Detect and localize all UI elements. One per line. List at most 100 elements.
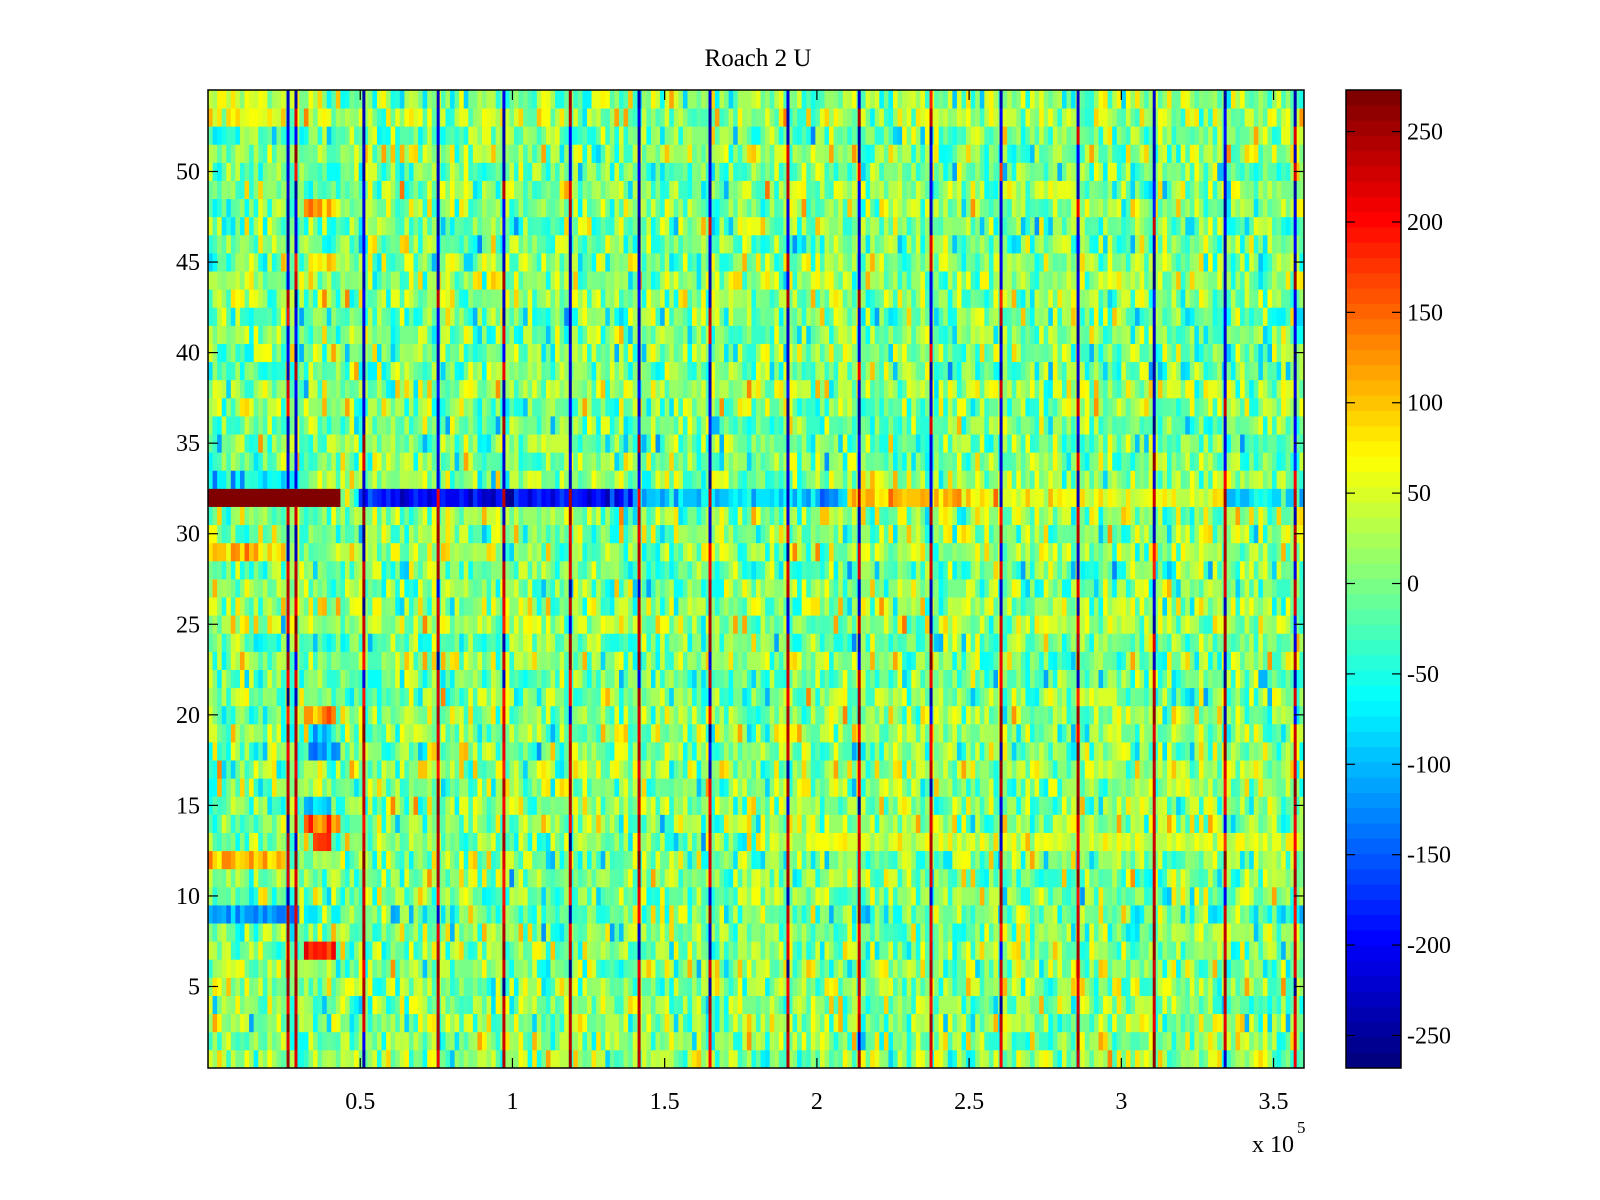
heatmap-cell — [290, 995, 296, 1015]
heatmap-cell — [687, 1049, 693, 1069]
heatmap-cell — [865, 868, 871, 888]
heatmap-cell — [628, 923, 634, 942]
heatmap-cell — [258, 886, 264, 906]
heatmap-cell — [527, 687, 533, 707]
heatmap-cell — [536, 886, 542, 906]
heatmap-cell — [1240, 923, 1246, 942]
heatmap-cell — [874, 868, 880, 888]
heatmap-cell — [1125, 796, 1131, 815]
heatmap-cell — [509, 941, 515, 960]
heatmap-cell — [1066, 995, 1072, 1015]
heatmap-cell — [961, 1049, 967, 1069]
heatmap-cell — [746, 814, 752, 833]
heatmap-cell — [491, 832, 497, 852]
heatmap-cell — [1007, 905, 1013, 924]
heatmap-cell — [970, 923, 976, 942]
heatmap-cell — [504, 687, 510, 707]
heatmap-cell — [947, 1031, 953, 1051]
heatmap-cell — [1162, 923, 1168, 942]
heatmap-cell — [404, 723, 410, 743]
heatmap-cell — [1011, 760, 1017, 779]
heatmap-cell — [1057, 1031, 1063, 1051]
heatmap-cell — [545, 760, 551, 779]
heatmap-cell — [984, 941, 990, 960]
heatmap-cell — [1093, 760, 1099, 779]
heatmap-cell — [1007, 923, 1013, 942]
heatmap-cell — [774, 1013, 780, 1033]
heatmap-cell — [509, 687, 515, 707]
heatmap-cell — [258, 941, 264, 960]
heatmap-cell — [1253, 760, 1259, 779]
heatmap-cell — [1230, 1013, 1236, 1033]
heatmap-cell — [1121, 850, 1127, 870]
heatmap-cell — [335, 850, 341, 870]
heatmap-cell — [1107, 850, 1113, 870]
heatmap-cell — [861, 760, 866, 779]
heatmap-cell — [1244, 995, 1250, 1015]
heatmap-cell — [861, 850, 866, 870]
heatmap-cell — [787, 760, 793, 779]
heatmap-cell — [1180, 905, 1186, 924]
heatmap-cell — [591, 723, 597, 743]
heatmap-cell — [934, 995, 940, 1015]
heatmap-cell — [678, 1013, 684, 1033]
heatmap-cell — [870, 778, 876, 797]
heatmap-cell — [669, 723, 675, 743]
heatmap-cell — [491, 705, 497, 725]
heatmap-cell — [399, 760, 405, 779]
heatmap-cell — [532, 778, 538, 797]
heatmap-cell — [1258, 1049, 1264, 1069]
heatmap-cell — [308, 923, 314, 942]
heatmap-cell — [1071, 995, 1077, 1015]
heatmap-cell — [564, 742, 570, 761]
heatmap-cell — [253, 1049, 259, 1069]
heatmap-cell — [947, 723, 953, 743]
heatmap-cell — [340, 742, 346, 761]
heatmap-cell — [833, 723, 839, 743]
heatmap-cell — [504, 995, 510, 1015]
heatmap-cell — [988, 723, 994, 743]
heatmap-cell — [966, 886, 972, 906]
heatmap-cell — [1002, 1013, 1008, 1033]
heatmap-cell — [550, 886, 556, 906]
heatmap-cell — [1194, 995, 1200, 1015]
heatmap-cell — [819, 923, 825, 942]
heatmap-cell — [660, 705, 666, 725]
heatmap-cell — [847, 868, 853, 888]
heatmap-cell — [1057, 832, 1063, 852]
heatmap-cell — [239, 959, 245, 978]
heatmap-cell — [1153, 778, 1159, 797]
heatmap-cell — [988, 941, 994, 960]
heatmap-cell — [1208, 1031, 1214, 1051]
heatmap-cell — [893, 1031, 898, 1051]
heatmap-cell — [1084, 905, 1090, 924]
heatmap-cell — [646, 905, 652, 924]
heatmap-cell — [879, 977, 885, 996]
heatmap-cell — [1002, 923, 1008, 942]
heatmap-cell — [450, 1049, 455, 1069]
heatmap-cell — [372, 723, 378, 743]
heatmap-cell — [267, 760, 273, 779]
heatmap-cell — [386, 1013, 392, 1033]
heatmap-cell — [281, 1049, 287, 1069]
heatmap-cell — [1048, 687, 1054, 707]
heatmap-cell — [861, 723, 866, 743]
heatmap-cell — [290, 977, 296, 996]
heatmap-cell — [810, 868, 816, 888]
heatmap-cell — [559, 868, 565, 888]
heatmap-cell — [1002, 1049, 1008, 1069]
heatmap-cell — [468, 959, 474, 978]
heatmap-cell — [751, 778, 757, 797]
heatmap-cell — [1171, 814, 1177, 833]
heatmap-cell — [532, 1049, 538, 1069]
heatmap-cell — [692, 796, 698, 815]
heatmap-cell — [710, 687, 716, 707]
heatmap-cell — [322, 868, 328, 888]
heatmap-cell — [1290, 959, 1296, 978]
heatmap-cell — [221, 868, 227, 888]
heatmap-cell — [1043, 995, 1049, 1015]
heatmap-cell — [819, 723, 825, 743]
heatmap-cell — [509, 1031, 515, 1051]
heatmap-cell — [308, 905, 314, 924]
heatmap-cell — [851, 1031, 857, 1051]
